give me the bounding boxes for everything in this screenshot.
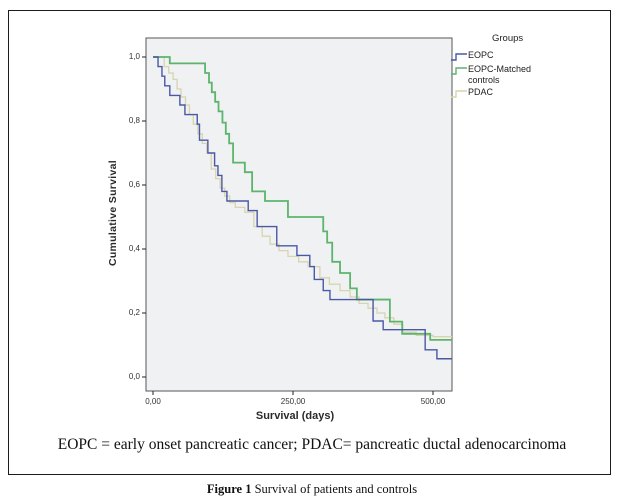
x-axis-label: Survival (days) [255,410,335,422]
y-tick-label: 0,6 [128,180,140,189]
y-tick-label: 0,4 [128,244,140,253]
x-tick-label: 0,00 [145,397,161,406]
y-tick-label: 0,0 [128,372,140,381]
figure-caption: Figure 1 Survival of patients and contro… [0,482,624,497]
y-tick-label: 1,0 [128,52,140,61]
y-axis-label: Cumulative Survival [107,159,119,267]
figure-caption-text: Survival of patients and controls [254,482,418,496]
km-survival-plot [142,37,453,395]
legend-label: EOPC-Matched controls [468,64,532,85]
abbreviation-note: EOPC = early onset pancreatic cancer; PD… [57,436,567,453]
legend-entry: PDAC [450,87,575,100]
y-tick-label: 0,2 [128,308,140,317]
legend-swatch-icon [451,67,467,75]
legend-entries: EOPC EOPC-Matched controls PDAC [450,50,575,100]
series-pdac [153,56,453,338]
x-tick-label: 500,00 [420,397,446,406]
figure-caption-number: Figure 1 [206,482,252,496]
series-eopc [153,56,453,360]
y-tick-label: 0,8 [128,116,140,125]
legend: Groups EOPC EOPC-Matched controls PDAC [450,33,575,101]
legend-title: Groups [492,33,524,44]
figure-border-box [8,10,611,475]
legend-entry: EOPC-Matched controls [450,64,575,86]
legend-entry: EOPC [450,50,575,63]
legend-label: PDAC [468,87,494,97]
legend-label: EOPC [468,50,494,60]
legend-swatch-icon [451,53,467,61]
x-tick-label: 250,00 [280,397,306,406]
legend-swatch-icon [451,90,467,98]
